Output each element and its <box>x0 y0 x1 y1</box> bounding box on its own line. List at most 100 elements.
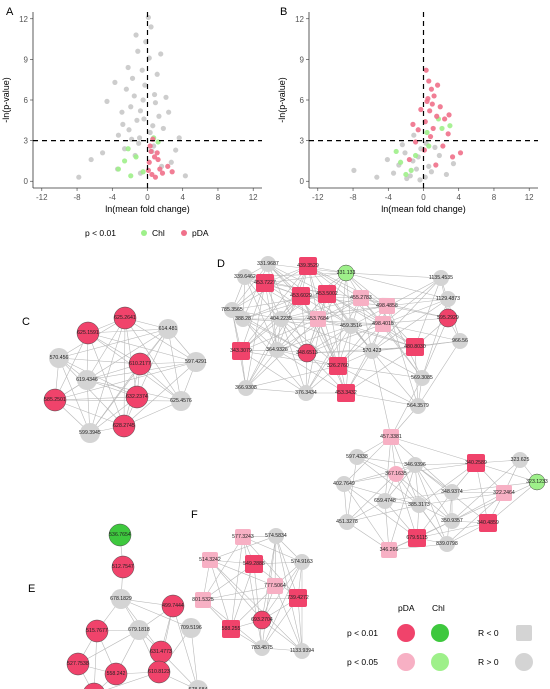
network-edge <box>337 365 419 407</box>
network-edge <box>167 328 182 402</box>
network-node-label: 376.3434 <box>295 390 317 396</box>
panel-letter-a: A <box>6 6 14 18</box>
plot-a-point-other <box>88 156 94 163</box>
network-edge <box>305 297 362 394</box>
network-node-label: 679.1818 <box>128 627 150 633</box>
network-node-label: 515.7677 <box>86 628 108 634</box>
network-edge <box>245 318 282 389</box>
plot-b-point-pda <box>445 131 451 137</box>
network-node-label: 453.7684 <box>307 316 329 322</box>
network-node-label: 659.4748 <box>374 498 396 504</box>
plot-a-point-other <box>136 140 142 146</box>
network-node-label: 323.1233 <box>526 479 548 485</box>
network-node <box>411 497 427 513</box>
network-node <box>406 338 424 356</box>
network-edge <box>306 323 384 354</box>
network-node-label: 588.255 <box>222 626 241 632</box>
network-node-label: 346.9396 <box>404 462 426 468</box>
plot-a-point-pda <box>148 148 154 155</box>
network-node <box>186 352 206 372</box>
plot-b-point-other <box>402 150 408 156</box>
network-edge <box>209 559 232 630</box>
network-node-label: 366.9308 <box>235 385 257 391</box>
network-node-label: 348.9374 <box>441 489 463 495</box>
plot-a-y-tick-label: 9 <box>24 55 29 64</box>
network-edge <box>231 293 328 311</box>
plot-a-point-other <box>131 93 137 99</box>
network-edge <box>274 535 277 587</box>
network-node-label: 340.4859 <box>477 520 499 526</box>
plot-a-y-axis-title: -ln(p-value) <box>1 77 11 123</box>
network-edge <box>190 627 199 689</box>
plot-b-point-chl <box>412 152 419 159</box>
plot-a-y-tick-label: 6 <box>24 96 29 105</box>
plot-a-point-other <box>137 108 144 114</box>
plot-a-point-other <box>142 82 148 88</box>
plot-a-point-other <box>147 129 153 136</box>
network-edge <box>451 491 505 494</box>
network-node <box>111 555 135 579</box>
network-edge <box>242 318 352 327</box>
plot-b-x-tick-label: 4 <box>457 193 462 202</box>
network-node <box>496 485 512 501</box>
network-edge <box>346 456 358 523</box>
network-edge <box>209 559 303 652</box>
network-edge <box>451 459 521 522</box>
plot-a-x-tick-label: 8 <box>216 193 221 202</box>
panel-letter-e: E <box>28 583 35 595</box>
panel-letter-d: D <box>217 258 225 270</box>
network-edge <box>276 265 309 351</box>
plot-b-point-pda <box>457 150 464 156</box>
network-node-label: 577.3243 <box>232 534 254 540</box>
plot-b-point-pda <box>429 101 435 107</box>
plot-b-x-tick-label: 12 <box>525 193 534 202</box>
plot-b-x-tick-label: 8 <box>492 193 497 202</box>
network-edge <box>58 357 141 365</box>
network-node-label: 785.3565 <box>221 307 243 313</box>
network-legend-r-pos: R > 0 <box>478 657 499 667</box>
network-edge <box>172 605 199 689</box>
plot-a-point-other <box>148 24 154 30</box>
panel-letter-f: F <box>191 509 198 521</box>
network-node-label: 783.4575 <box>251 645 273 651</box>
network-node <box>181 618 201 638</box>
network-node-label: 693.2704 <box>251 617 273 623</box>
plot-b-point-pda <box>421 147 427 153</box>
plot-a-point-other <box>129 75 136 81</box>
network-node-label: 499.7444 <box>162 603 184 609</box>
network-edge <box>274 585 303 652</box>
legend-chl-light-swatch <box>431 653 449 671</box>
plot-b-point-pda <box>437 104 443 110</box>
plot-b-point-pda <box>434 82 441 88</box>
plot-b-point-other <box>384 156 390 163</box>
network-edge <box>346 504 420 523</box>
network-edge <box>337 365 423 379</box>
network-edge <box>306 272 347 354</box>
network-edge <box>58 357 125 427</box>
network-node <box>438 308 458 328</box>
network-node-label: 402.7649 <box>333 481 355 487</box>
plot-a-point-chl <box>122 158 128 164</box>
plot-b-point-pda <box>423 67 429 73</box>
network-node-label: 625.2641 <box>114 315 136 321</box>
network-node <box>267 578 283 594</box>
plot-a-point-other <box>158 51 164 57</box>
plot-a-point-other <box>176 135 182 141</box>
network-node <box>379 298 395 314</box>
plot-a-point-pda <box>155 156 161 163</box>
plot-a-point-other <box>99 150 106 156</box>
network-edge <box>350 325 419 407</box>
network-edge <box>307 265 384 325</box>
network-node-label: 966.56 <box>452 338 468 344</box>
plot-b-y-axis-title: -ln(p-value) <box>277 77 287 123</box>
plot-a-point-other <box>182 173 188 179</box>
network-node <box>80 423 100 443</box>
network-node-label: 739.4272 <box>287 595 309 601</box>
network-edge <box>343 473 397 485</box>
network-node-label: 453.5002 <box>316 291 338 297</box>
plot-a-point-chl <box>133 154 139 160</box>
plot-a-point-other <box>123 86 129 92</box>
network-edge <box>346 473 397 523</box>
network-edge <box>382 298 449 325</box>
plot-a-y-tick-label: 0 <box>24 177 29 186</box>
